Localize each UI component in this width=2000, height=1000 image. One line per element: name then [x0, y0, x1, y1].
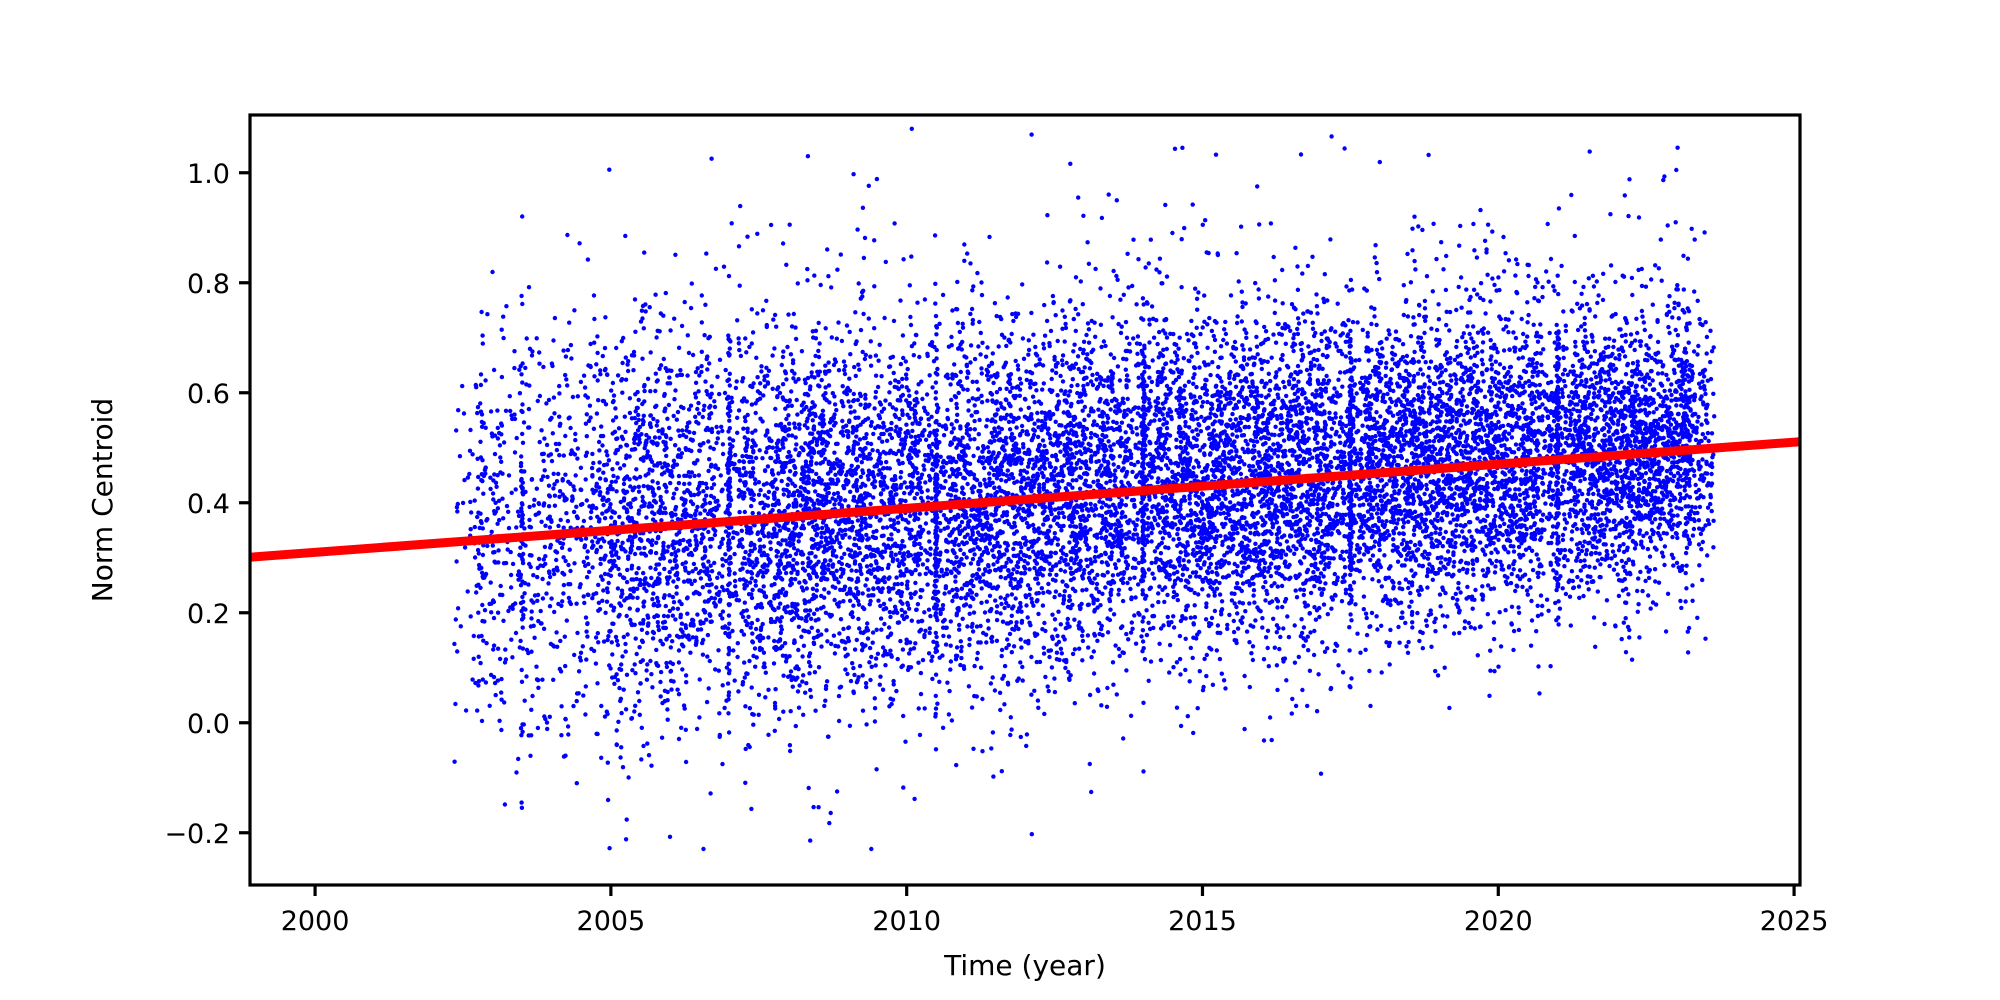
y-tick-label: 0.2 — [187, 599, 230, 630]
trend-line — [249, 437, 1801, 562]
x-tick-label: 2000 — [281, 906, 350, 937]
y-tick-label: −0.2 — [164, 819, 230, 850]
axes-frame — [248, 113, 1802, 887]
x-tick-label: 2005 — [577, 906, 646, 937]
x-axis-ticks: 2000 2005 2010 2015 2020 2025 — [281, 885, 1829, 937]
x-tick-label: 2025 — [1760, 906, 1829, 937]
scatter-points-layer — [452, 126, 1717, 852]
y-tick-label: 0.6 — [187, 379, 230, 410]
x-tick-label: 2010 — [872, 906, 941, 937]
plot-border — [248, 113, 1802, 887]
y-tick-label: 0.8 — [187, 269, 230, 300]
y-tick-label: 0.0 — [187, 709, 230, 740]
x-axis-title: Time (year) — [943, 949, 1106, 982]
y-axis-ticks: −0.2 0.0 0.2 0.4 0.6 0.8 1.0 — [164, 159, 250, 850]
y-tick-label: 1.0 — [187, 159, 230, 190]
x-tick-label: 2015 — [1168, 906, 1237, 937]
y-tick-label: 0.4 — [187, 489, 230, 520]
y-axis-title: Norm Centroid — [86, 398, 119, 602]
trend-line-layer — [249, 437, 1801, 562]
x-tick-label: 2020 — [1464, 906, 1533, 937]
